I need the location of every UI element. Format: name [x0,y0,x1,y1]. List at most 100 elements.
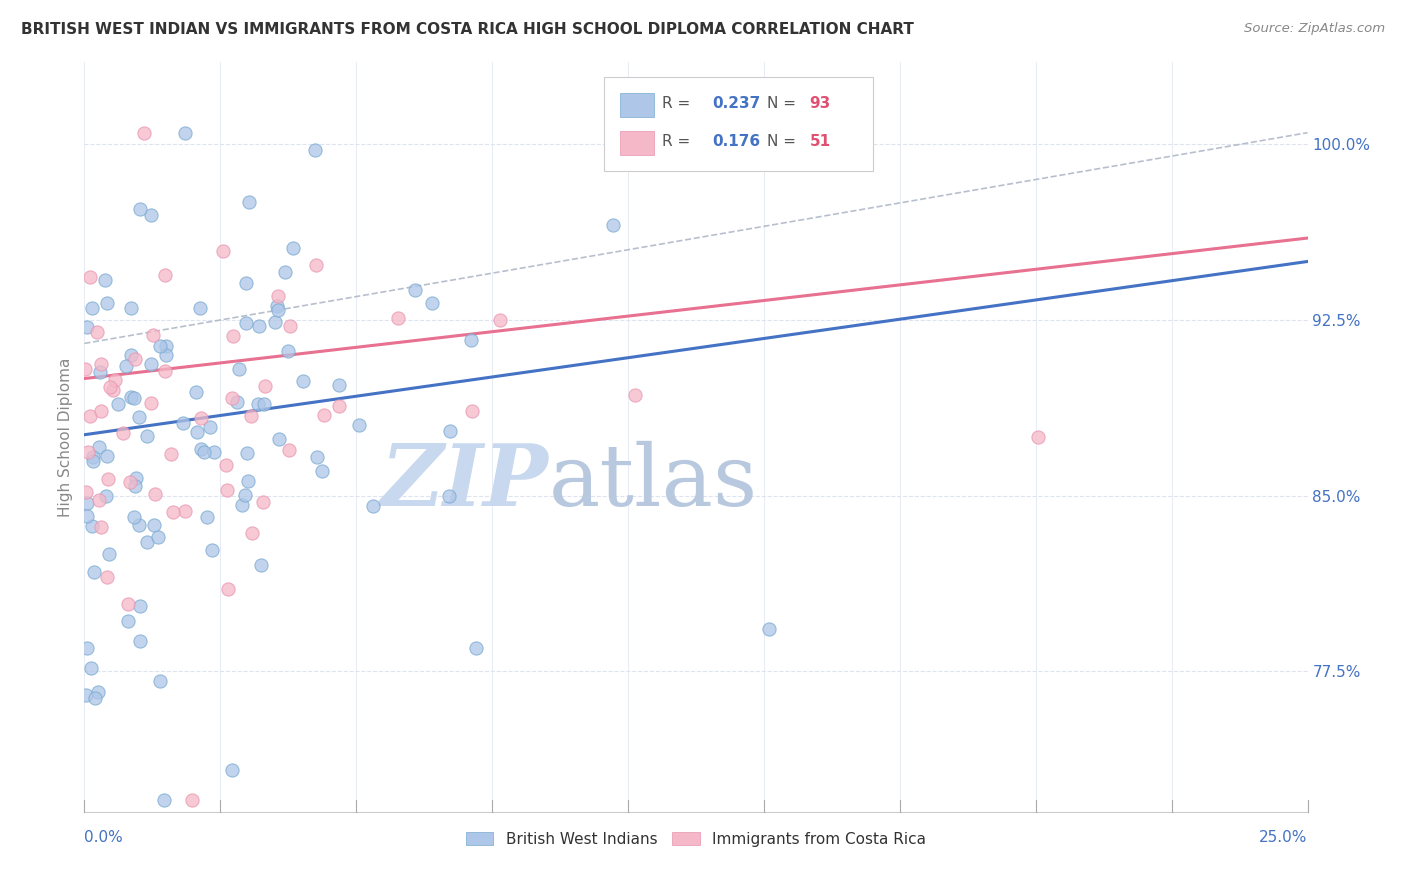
Point [90,404,112,418]
Point [267,289,290,303]
Point [128,410,150,425]
Point [160,448,183,462]
Bar [620,130,654,154]
Text: 0.0%: 0.0% [84,830,124,846]
Point [117,597,139,611]
Point [76,640,98,655]
Text: BRITISH WEST INDIAN VS IMMIGRANTS FROM COSTA RICA HIGH SCHOOL DIPLOMA CORRELATIO: BRITISH WEST INDIAN VS IMMIGRANTS FROM C… [21,22,914,37]
Point [153,793,176,807]
Point [274,265,297,279]
Point [201,543,224,558]
Point [139,208,162,222]
Point [228,361,250,376]
Point [387,311,409,326]
Point [186,425,208,440]
Point [235,316,257,330]
Point [188,301,211,315]
Point [247,397,270,411]
Point [134,126,156,140]
Point [111,426,134,441]
Point [104,373,127,387]
Point [758,622,780,636]
Point [226,395,249,409]
Point [311,464,333,478]
Point [253,397,276,411]
Point [439,425,461,439]
Point [149,674,172,689]
Point [76,509,98,524]
Point [328,399,350,413]
Text: 0.237: 0.237 [711,96,761,112]
Point [252,495,274,509]
Point [136,535,159,549]
Text: N =: N = [766,134,801,149]
Point [96,570,118,584]
Point [82,519,104,533]
Point [238,194,260,209]
Point [264,315,287,329]
Point [215,483,238,497]
Point [149,339,172,353]
Point [143,487,166,501]
Point [420,296,443,310]
Point [76,319,98,334]
Text: Source: ZipAtlas.com: Source: ZipAtlas.com [1244,22,1385,36]
Point [214,458,236,472]
Point [180,793,202,807]
Point [162,505,184,519]
Point [233,487,256,501]
Point [247,318,270,333]
Point [278,318,301,333]
Point [186,385,208,400]
Point [222,328,245,343]
Point [115,359,138,373]
Point [96,489,118,503]
Point [124,479,146,493]
Text: R =: R = [662,134,695,149]
Point [107,397,129,411]
Point [75,688,97,702]
Point [98,380,121,394]
Point [198,419,221,434]
Point [142,328,165,343]
Text: 25.0%: 25.0% [1260,830,1308,846]
Point [217,582,239,597]
Point [266,302,288,317]
Point [79,409,101,423]
Point [602,219,624,233]
Point [235,276,257,290]
Point [304,143,326,157]
Point [89,365,111,379]
Point [277,443,299,458]
Point [87,492,110,507]
Point [211,244,233,259]
Point [361,500,384,514]
Point [139,358,162,372]
Point [101,383,124,397]
Point [122,391,145,405]
Point [125,471,148,485]
Point [221,763,243,777]
Text: 51: 51 [810,134,831,149]
Legend: British West Indians, Immigrants from Costa Rica: British West Indians, Immigrants from Co… [460,825,932,853]
Point [266,300,288,314]
Point [202,445,225,459]
Text: 0.176: 0.176 [711,134,761,149]
Point [328,377,350,392]
Point [83,565,105,579]
Point [90,357,112,371]
Point [80,661,103,675]
Point [129,202,152,216]
Point [96,450,118,464]
Point [193,445,215,459]
Point [97,472,120,486]
Point [84,690,107,705]
Point [464,640,486,655]
Point [120,390,142,404]
Point [174,504,197,518]
Point [77,444,100,458]
Point [238,474,260,488]
Point [90,520,112,534]
Text: R =: R = [662,96,695,112]
Point [305,258,328,272]
